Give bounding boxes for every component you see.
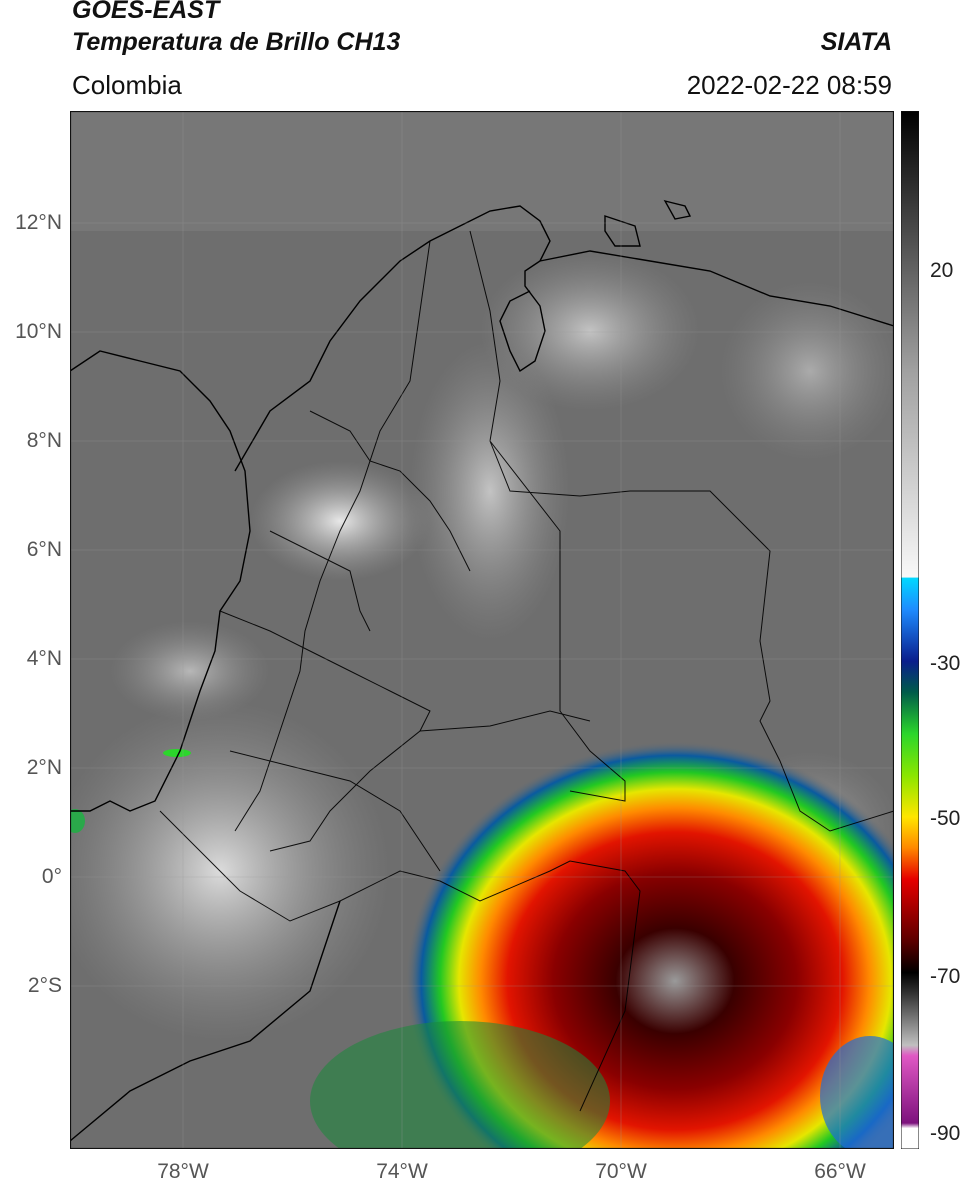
cloud-area bbox=[410, 341, 570, 641]
cloud-area bbox=[110, 621, 270, 721]
lat-label: 2°S bbox=[27, 974, 62, 997]
region-label: Colombia bbox=[72, 70, 182, 100]
lon-label: 70°W bbox=[595, 1160, 647, 1183]
convective-storm-edge bbox=[820, 1036, 894, 1149]
cloud-area bbox=[250, 461, 430, 581]
coastlines bbox=[70, 199, 894, 1142]
lat-label: 6°N bbox=[26, 538, 62, 561]
lon-label: 66°W bbox=[814, 1160, 866, 1183]
cloud-area bbox=[720, 281, 894, 461]
lon-label: 74°W bbox=[376, 1160, 428, 1183]
colorbar-label: 20 bbox=[930, 259, 954, 282]
colorbar bbox=[901, 111, 919, 1149]
lat-label: 10°N bbox=[15, 320, 62, 343]
colorbar-label: -70 bbox=[930, 965, 961, 988]
agency-label: SIATA bbox=[820, 28, 892, 56]
lat-label: 8°N bbox=[26, 429, 62, 452]
convective-cell bbox=[163, 749, 191, 757]
gridlines bbox=[70, 111, 894, 1149]
product-title: Temperatura de Brillo CH13 bbox=[72, 28, 401, 56]
satellite-map bbox=[70, 111, 894, 1149]
cloud-area bbox=[480, 251, 700, 411]
colorbar-label: -30 bbox=[930, 652, 961, 675]
satellite-title: GOES-EAST bbox=[72, 0, 220, 24]
lat-label: 0° bbox=[41, 865, 62, 888]
colorbar-label: -50 bbox=[930, 807, 961, 830]
lat-label: 2°N bbox=[26, 756, 62, 779]
lat-label: 4°N bbox=[26, 647, 62, 670]
convective-cell bbox=[70, 809, 85, 833]
borders bbox=[159, 230, 894, 1112]
timestamp: 2022-02-22 08:59 bbox=[686, 70, 892, 100]
lat-label: 12°N bbox=[15, 211, 62, 234]
colorbar-label: -90 bbox=[930, 1122, 961, 1145]
cloud-area bbox=[70, 701, 390, 1041]
lon-label: 78°W bbox=[157, 1160, 209, 1183]
convective-storm-edge bbox=[310, 1021, 610, 1149]
